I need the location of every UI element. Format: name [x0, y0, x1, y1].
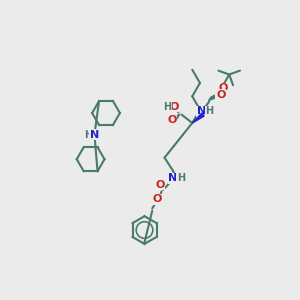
Polygon shape — [192, 113, 204, 123]
Text: O: O — [218, 83, 228, 93]
Text: H: H — [84, 130, 92, 140]
Text: O: O — [169, 102, 178, 112]
Text: O: O — [155, 180, 165, 190]
Text: N: N — [197, 106, 206, 116]
Text: O: O — [216, 89, 225, 100]
Text: N: N — [90, 130, 99, 140]
Text: H: H — [164, 102, 172, 112]
Text: O: O — [167, 115, 177, 125]
Text: H: H — [205, 106, 213, 116]
Text: O: O — [153, 194, 162, 204]
Text: N: N — [168, 173, 178, 184]
Text: H: H — [177, 173, 185, 184]
